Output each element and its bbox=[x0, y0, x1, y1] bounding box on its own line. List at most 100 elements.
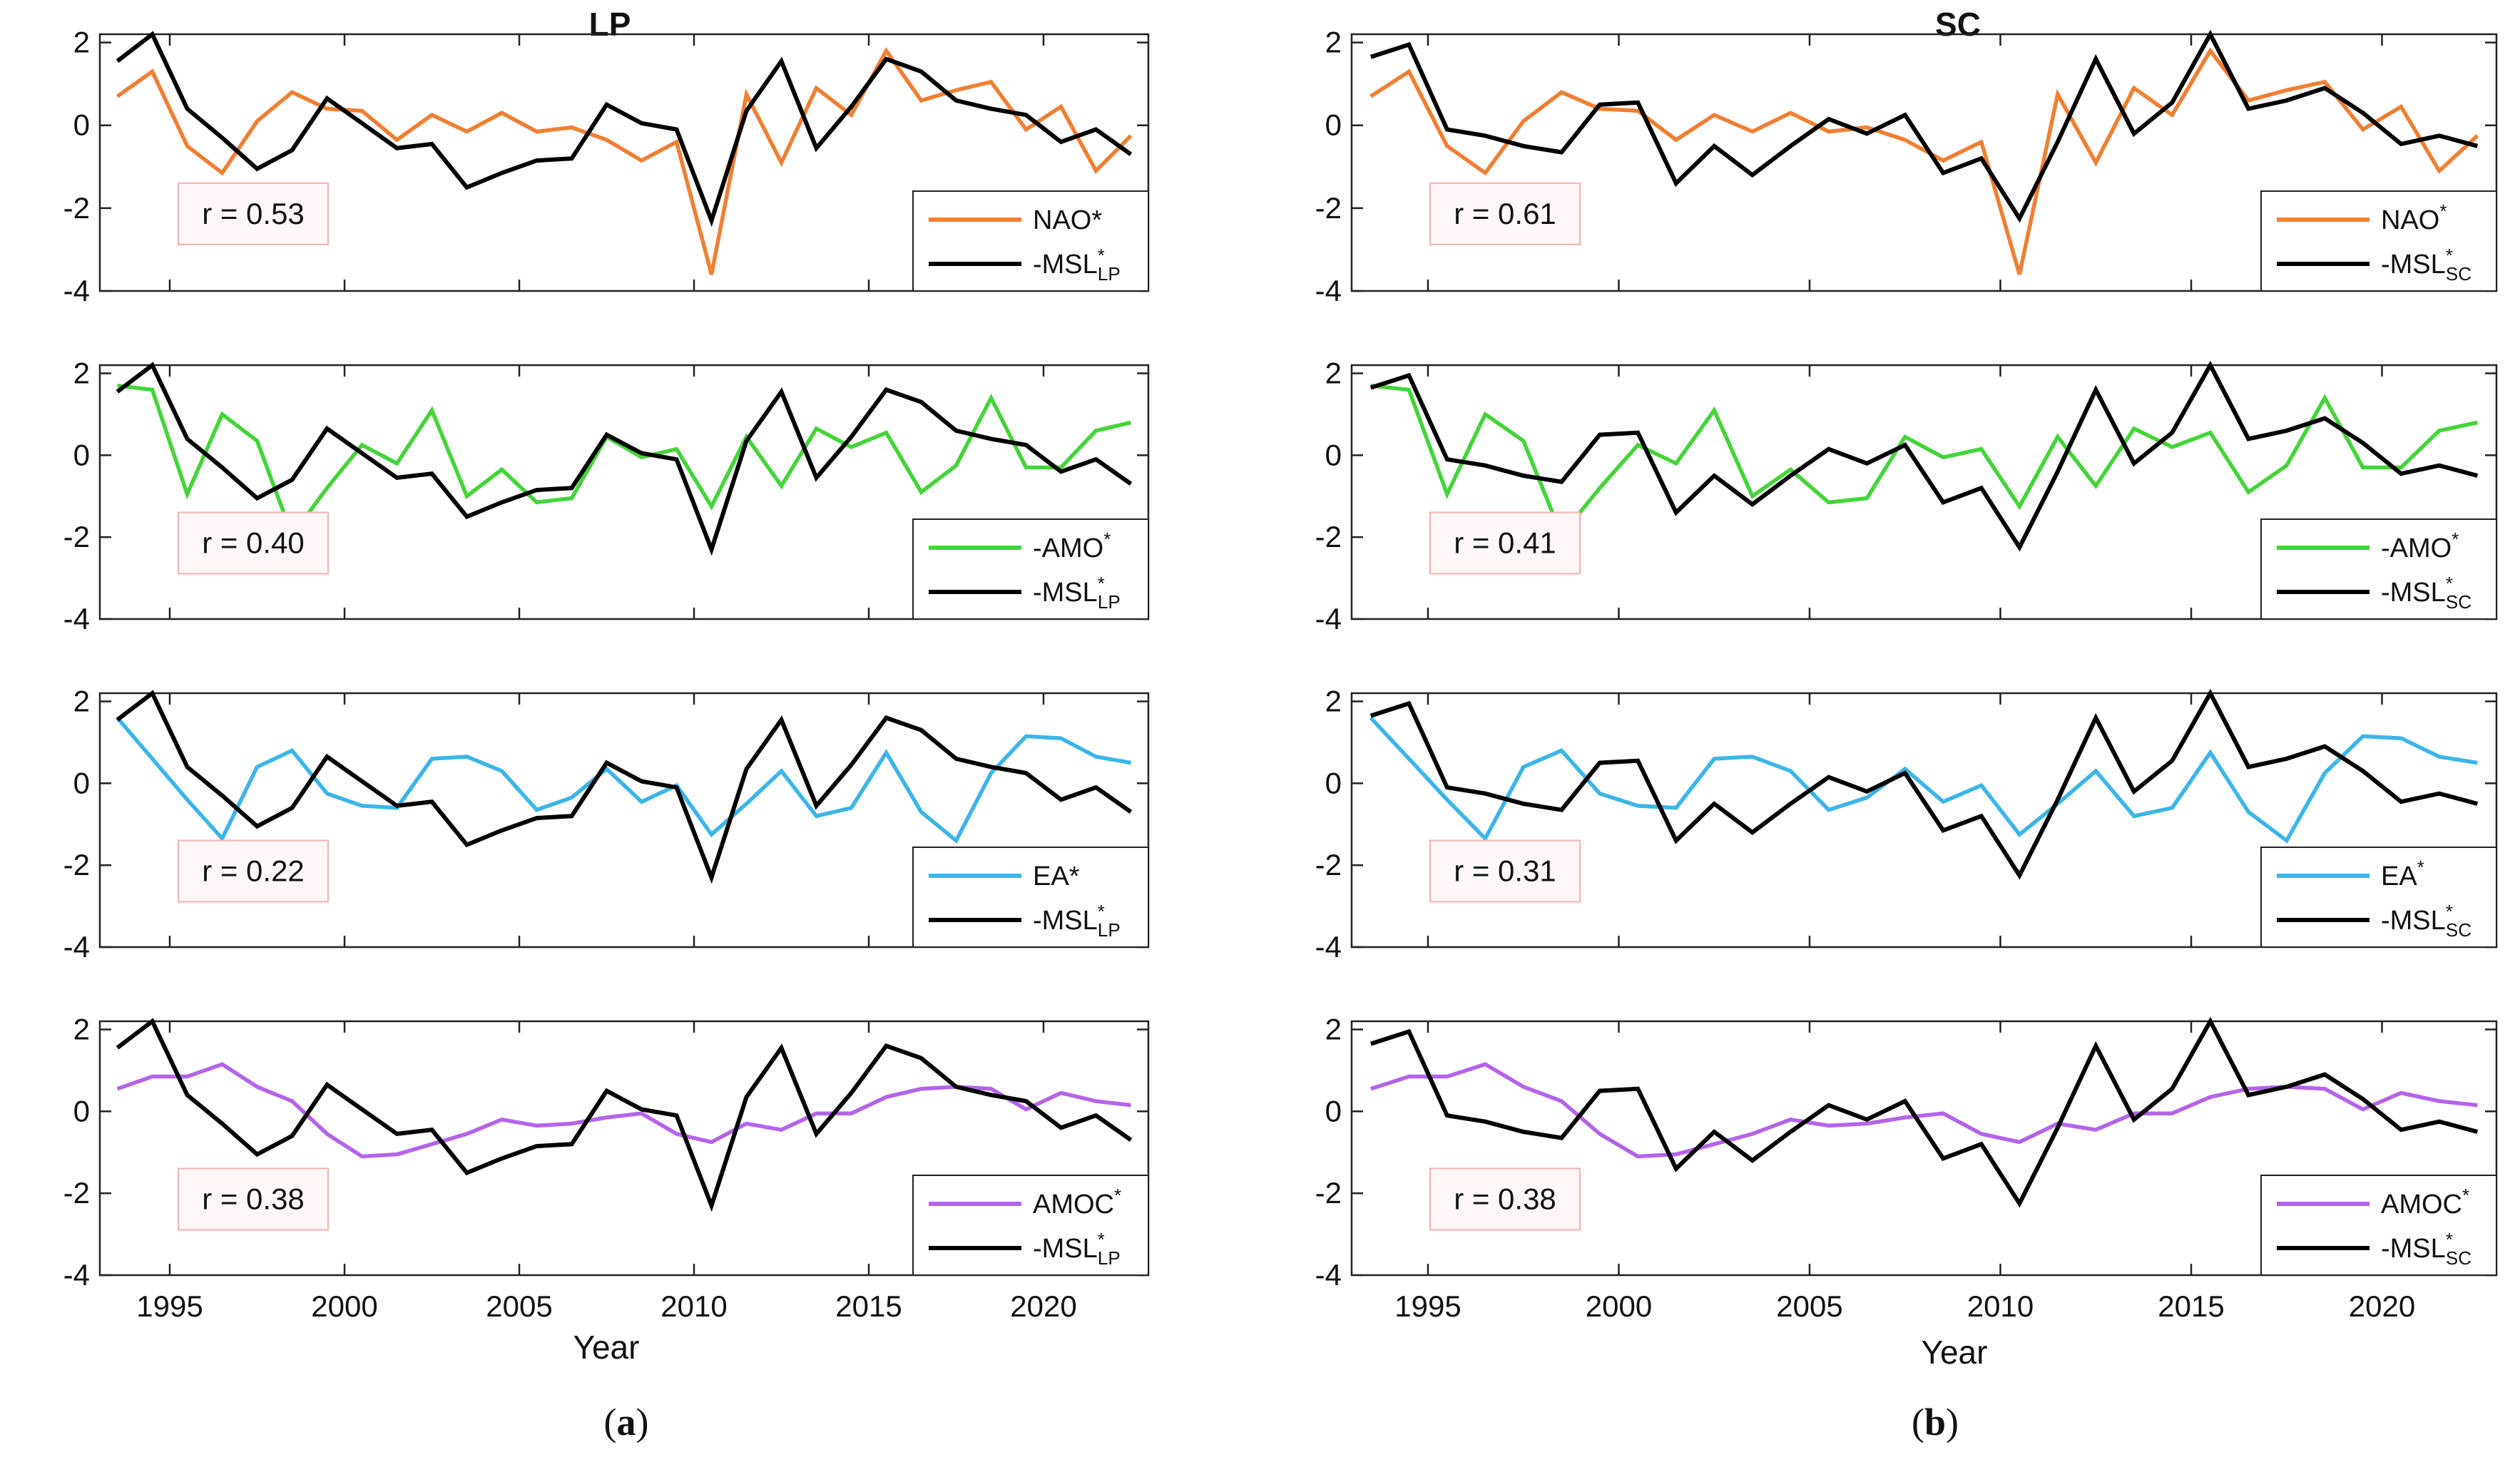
panel-sc-4-y-tick-label: -4 bbox=[1315, 1258, 1342, 1292]
panel-sc-3-y-tick-label: 0 bbox=[1325, 766, 1342, 799]
panel-lp-2-legend-label-base: -MSL bbox=[1033, 578, 1098, 608]
panel-lp-2-legend-label-sub: LP bbox=[1098, 591, 1121, 613]
panel-lp-4-legend-label-sub: LP bbox=[1098, 1247, 1121, 1269]
panel-sc-1-legend-label-sup: * bbox=[2439, 200, 2447, 222]
panel-lp-4-legend-label-sup: * bbox=[1114, 1185, 1121, 1206]
panel-lp-3-legend-label-sup: * bbox=[1098, 901, 1105, 922]
panel-sc-3-legend-label-ea: EA* bbox=[2381, 857, 2424, 891]
panel-sc-2: 20-2-4r = 0.41 -AMO*-MSL* SC bbox=[1315, 356, 2498, 635]
panel-lp-3-axes-frame bbox=[98, 692, 1150, 949]
panel-sc-2-legend bbox=[2260, 518, 2497, 620]
caption-b-open: ( bbox=[1912, 1401, 1924, 1443]
panel-sc-3-legend-label-sup: * bbox=[2417, 857, 2424, 878]
left-x-axis-label: Year bbox=[573, 1329, 640, 1366]
panel-lp-2: 20-2-4r = 0.40 -AMO*-MSL* LP bbox=[63, 356, 1150, 635]
panel-sc-4-axes-frame bbox=[1350, 1020, 2498, 1277]
panel-lp-3-legend-label-ea: EA* bbox=[1033, 862, 1080, 891]
panel-lp-4-y-tick-label: -4 bbox=[63, 1258, 90, 1292]
panel-sc-3-y-tick-label: 2 bbox=[1325, 684, 1342, 717]
panel-sc-4-legend-label-base: -MSL bbox=[2381, 1234, 2446, 1264]
panel-sc-1-legend-label-msl: -MSL* SC bbox=[2381, 245, 2471, 285]
panel-lp-2-axes-frame bbox=[98, 364, 1150, 620]
panel-sc-1-correlation-label: r = 0.61 bbox=[1454, 197, 1556, 230]
panel-sc-4-x-tick-label: 2015 bbox=[2158, 1289, 2224, 1323]
panel-sc-1-axes-frame bbox=[1350, 33, 2498, 292]
panel-sc-1-legend bbox=[2260, 190, 2497, 292]
panel-sc-1-legend-label-base: -MSL bbox=[2381, 250, 2446, 280]
panel-lp-1-series-msl-line bbox=[116, 31, 1133, 228]
panel-lp-2-legend-label-sup: * bbox=[1098, 573, 1105, 594]
panel-lp-3-series-ea-line bbox=[116, 716, 1131, 844]
panel-sc-2-y-tick-label: -4 bbox=[1315, 602, 1342, 635]
panel-lp-4-x-tick-label: 2005 bbox=[486, 1289, 552, 1323]
caption-b-close: ) bbox=[1946, 1401, 1959, 1443]
panel-sc-3-legend bbox=[2260, 847, 2497, 948]
panel-sc-4-legend-label-sup: * bbox=[2462, 1185, 2469, 1206]
panel-sc-1-series-nao-line bbox=[1369, 47, 2479, 275]
panel-sc-3-legend-label-base: -MSL bbox=[2381, 906, 2446, 936]
panel-sc-3-correlation-label: r = 0.31 bbox=[1454, 854, 1556, 887]
panel-lp-4-series-msl-line bbox=[116, 1018, 1133, 1212]
panel-lp-2-y-tick-label: -2 bbox=[63, 520, 90, 553]
panel-lp-3-y-tick-label: 2 bbox=[73, 684, 90, 717]
panel-lp-1-y-tick-label: -4 bbox=[63, 274, 90, 307]
panel-sc-2-y-tick-label: 0 bbox=[1325, 438, 1342, 471]
panel-lp-1-axes-frame bbox=[98, 33, 1150, 292]
panel-lp-1-legend-label-base: NAO* bbox=[1033, 205, 1102, 235]
panel-sc-1-y-tick-label: -4 bbox=[1315, 274, 1342, 307]
panel-lp-2-correlation-box bbox=[178, 511, 329, 575]
panel-lp-3-legend bbox=[912, 847, 1149, 948]
panel-sc-3-y-tick-label: -2 bbox=[1315, 848, 1342, 881]
panel-lp-4-x-tick-label: 1995 bbox=[136, 1289, 203, 1323]
panel-lp-4-legend-label-sup: * bbox=[1098, 1229, 1105, 1250]
panel-sc-3-series-msl-line bbox=[1369, 688, 2479, 880]
panel-sc-2-series-msl-line bbox=[1369, 360, 2479, 552]
panel-sc-4-y-tick-label: 2 bbox=[1325, 1012, 1342, 1046]
panel-lp-4-x-tick-label: 2020 bbox=[1010, 1289, 1076, 1323]
panel-sc-3-y-tick-label: -4 bbox=[1315, 930, 1342, 963]
caption-a: (a) bbox=[604, 1401, 649, 1443]
panel-lp-1-legend-label-msl: -MSL* LP bbox=[1033, 245, 1121, 285]
panel-sc-2-axes-frame bbox=[1350, 364, 2498, 620]
panel-lp-1-legend-label-base: -MSL bbox=[1033, 250, 1098, 280]
panel-sc-4: 2 0 -2 -4 1995 2000 2005 2010 2015 2020 r = 0.38 AM… bbox=[1315, 1012, 2498, 1323]
panel-sc-4-x-tick-label: 2020 bbox=[2349, 1289, 2415, 1323]
panel-sc-3-correlation-box bbox=[1429, 839, 1581, 903]
panel-sc-2-legend-label-msl: -MSL* SC bbox=[2381, 573, 2471, 613]
panel-sc-4-legend bbox=[2260, 1175, 2497, 1276]
panel-sc-4-series-amoc-line bbox=[1369, 1062, 2478, 1159]
panel-lp-2-y-tick-label: 2 bbox=[73, 356, 90, 389]
left-column-title: LP bbox=[589, 6, 631, 43]
panel-lp-2-y-tick-label: -4 bbox=[63, 602, 90, 635]
caption-a-letter: a bbox=[617, 1401, 636, 1443]
panel-sc-4-legend-label-sub: SC bbox=[2446, 1247, 2471, 1269]
panel-lp-2-series-msl-line bbox=[116, 362, 1133, 556]
panel-sc-4-x-tick-label: 2005 bbox=[1776, 1289, 1842, 1323]
caption-b-letter: b bbox=[1924, 1401, 1946, 1443]
right-column-title: SC bbox=[1935, 6, 1981, 43]
panel-lp-4-legend-label-amoc: AMOC* bbox=[1033, 1185, 1121, 1220]
panel-lp-1-legend-label-sub: LP bbox=[1098, 263, 1121, 285]
panel-lp-3-legend-label-base: -MSL bbox=[1033, 906, 1098, 936]
panel-lp-4-legend-label-base: AMOC bbox=[1033, 1190, 1114, 1220]
panel-sc-1-legend-label-sup: * bbox=[2446, 245, 2453, 266]
panel-sc-2-y-tick-label: 2 bbox=[1325, 356, 1342, 389]
panel-sc-3-legend-label-base: EA bbox=[2381, 862, 2417, 891]
panel-sc-2-legend-label-amo: -AMO* bbox=[2381, 528, 2459, 563]
panel-lp-3-legend-label-msl: -MSL* LP bbox=[1033, 901, 1121, 941]
panel-sc-4-legend-label-amoc: AMOC* bbox=[2381, 1185, 2469, 1220]
panel-lp-4: 2 0 -2 -4 1995 2000 2005 2010 2015 2020 r = 0.38 AM… bbox=[63, 1012, 1150, 1323]
panel-sc-3-legend-label-sup: * bbox=[2446, 901, 2453, 922]
panel-lp-1-legend-label-nao: NAO* bbox=[1033, 205, 1102, 235]
panel-sc-4-x-tick-label: 2010 bbox=[1967, 1289, 2034, 1323]
panel-lp-4-legend-label-msl: -MSL* LP bbox=[1033, 1229, 1121, 1269]
panel-sc-4-y-tick-label: -2 bbox=[1315, 1176, 1342, 1210]
panel-lp-4-series-amoc-line bbox=[116, 1062, 1131, 1159]
panel-lp-2-legend-label-amo: -AMO* bbox=[1033, 528, 1111, 563]
panel-lp-1-y-tick-label: 0 bbox=[73, 108, 90, 142]
panel-lp-4-x-tick-label: 2015 bbox=[835, 1289, 902, 1323]
panel-sc-4-correlation-label: r = 0.38 bbox=[1454, 1182, 1556, 1215]
panel-sc-1-legend-label-base: NAO bbox=[2381, 205, 2439, 235]
panel-lp-2-legend bbox=[912, 518, 1149, 620]
